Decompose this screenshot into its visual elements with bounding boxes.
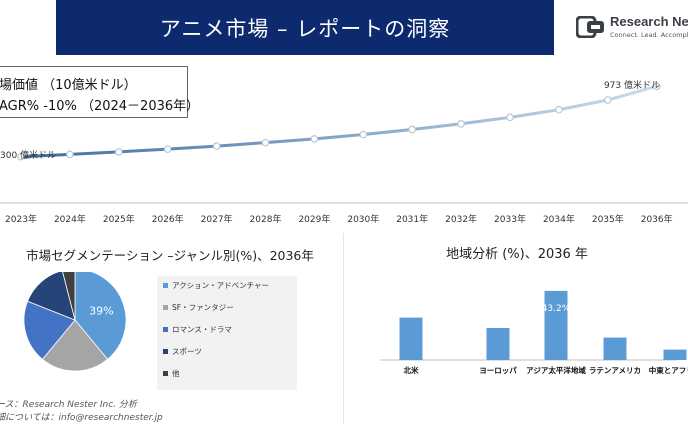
- x-tick-label: 2035年: [592, 213, 624, 225]
- line-point: [506, 113, 514, 122]
- line-point: [555, 105, 563, 114]
- market-info-box: 場価値 （10億米ドル） AGR% -10% （2024－2036年）: [0, 66, 199, 118]
- pie-legend-box: [157, 276, 297, 390]
- legend-label: スポーツ: [172, 347, 202, 356]
- regional-chart-title: 地域分析 (%)、2036 年: [446, 247, 588, 262]
- pie-slice: [74, 272, 127, 360]
- legend-swatch: [163, 283, 168, 288]
- market-growth-line-chart: 2023年 2024年 2025年 2026年 2027年 2028年 2029年 2030年…: [0, 79, 688, 225]
- x-tick-label: 2030年: [347, 213, 379, 225]
- line-point: [310, 135, 319, 143]
- line-point: [261, 138, 270, 147]
- section-divider: [343, 233, 344, 424]
- line-point: [408, 125, 417, 134]
- x-tick-label: 2036年: [641, 213, 673, 225]
- cagr-label: AGR% -10% （2024－2036年）: [0, 99, 200, 114]
- source-note: ース：Research Nester Inc. 分析: [0, 400, 137, 410]
- bar-category-label: 中東とアフリカ: [649, 365, 688, 375]
- growth-line: [20, 84, 658, 159]
- pie-slice: [23, 300, 76, 360]
- legend-label: 他: [172, 368, 180, 378]
- x-tick-label: 2023年: [5, 213, 37, 225]
- line-point: [66, 150, 74, 159]
- bar-category-label: 北米: [404, 365, 419, 375]
- logo-mark-icon: [576, 16, 604, 38]
- line-point: [212, 142, 221, 150]
- segment-chart-title: 市場セグメンテーション –ジャンル別(%)、2036年: [26, 248, 314, 263]
- legend-label: SF・ファンタジー: [172, 303, 234, 312]
- x-tick-label: 2025年: [103, 213, 135, 225]
- x-tick-label: 2028年: [250, 213, 282, 225]
- bar-category-label: アジア太平洋地域: [526, 365, 586, 375]
- region-bar: [603, 337, 627, 360]
- x-tick-label: 2024年: [54, 213, 86, 225]
- start-value-label: 300 億米ドル: [0, 149, 56, 161]
- bar-data-label: 43.2%: [542, 304, 571, 314]
- region-bar: [663, 349, 687, 360]
- line-point: [457, 120, 465, 128]
- pie-slice: [41, 319, 109, 372]
- bar-category-label: ラテンアメリカ: [589, 366, 641, 375]
- contact-note: 細については：info@researchnester.jp: [0, 413, 163, 423]
- line-point: [115, 148, 123, 156]
- line-point: [359, 130, 368, 139]
- legend-swatch: [163, 371, 168, 376]
- logo-name: Research Nester: [610, 14, 688, 29]
- pie-data-label: 39%: [89, 304, 113, 317]
- research-nester-logo: Research Nester Connect. Lead. Accomplis…: [574, 10, 688, 44]
- end-value-label: 973 億米ドル: [604, 79, 660, 91]
- legend-swatch: [163, 327, 168, 332]
- logo-tagline: Connect. Lead. Accomplish.: [610, 31, 688, 39]
- legend-label: ロマンス・ドラマ: [172, 325, 232, 334]
- x-tick-label: 2032年: [445, 213, 477, 225]
- report-title: アニメ市場 – レポートの洞察: [56, 0, 554, 55]
- x-tick-label: 2029年: [298, 213, 330, 225]
- region-bar: [486, 328, 510, 360]
- x-tick-label: 2034年: [543, 213, 575, 225]
- region-bar: [544, 290, 568, 360]
- x-tick-label: 2027年: [201, 213, 233, 225]
- x-tick-label: 2026年: [152, 213, 184, 225]
- legend-swatch: [163, 305, 168, 310]
- line-point: [17, 152, 25, 161]
- x-tick-label: 2033年: [494, 213, 526, 225]
- pie-slice: [62, 272, 76, 321]
- x-tick-label: 2031年: [396, 213, 428, 225]
- line-point: [652, 82, 661, 91]
- market-value-label: 場価値 （10億米ドル）: [0, 78, 137, 93]
- regional-analysis-bar-chart: 北米 ヨーロッパ 43.2% アジア太平洋地域ラテンアメリカ中東とアフリカ: [380, 290, 688, 375]
- bar-category-label: ヨーロッパ: [479, 365, 517, 375]
- line-point: [163, 145, 172, 153]
- line-point: [603, 96, 612, 104]
- pie-slice: [27, 272, 76, 321]
- region-bar: [399, 317, 423, 360]
- legend-label: アクション・アドベンチャー: [172, 281, 269, 290]
- legend-swatch: [163, 349, 168, 354]
